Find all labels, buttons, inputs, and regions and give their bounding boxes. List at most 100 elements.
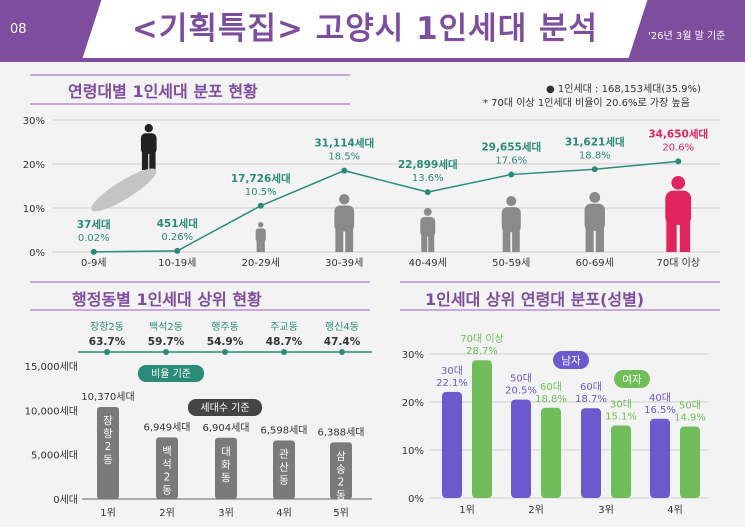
female-legend-label: 여자 [622, 374, 642, 386]
gender-section-line-top [400, 281, 720, 283]
age-section-line-bottom [30, 103, 350, 105]
age-category-label: 20-29세 [242, 257, 280, 269]
dong-ratio-label: 47.4% [324, 336, 361, 348]
dong-name-label: 장항2동 [90, 321, 124, 333]
bar-dong-label: 산 [279, 461, 289, 473]
ratio-data-point [163, 349, 169, 355]
age-data-point [424, 189, 431, 196]
person-icon [140, 124, 157, 170]
person-icon [420, 208, 436, 252]
male-age-label: 40대 [649, 392, 671, 404]
age-value-label: 0.26% [161, 232, 193, 243]
bar-dong-label: 삼 [336, 450, 346, 462]
bar-dong-label: 2 [338, 476, 345, 488]
y-tick-label: 10,000세대 [25, 405, 78, 417]
female-bar [541, 407, 561, 498]
male-bar [511, 399, 531, 498]
age-count-label: 37세대 [77, 218, 111, 231]
bar-dong-label: 장 [103, 415, 113, 427]
person-icon [584, 192, 605, 252]
gender-section-line-bottom [400, 309, 720, 311]
age-category-label: 30-39세 [325, 257, 363, 269]
male-value-label: 18.7% [575, 394, 607, 405]
rank-label: 3위 [218, 506, 234, 519]
dong-section-title: 행정동별 1인세대 상위 현황 [72, 290, 262, 309]
age-value-label: 18.8% [579, 150, 611, 161]
y-tick-label: 20% [23, 160, 45, 171]
rank-label: 3위 [598, 503, 614, 516]
male-bar [581, 408, 601, 498]
age-data-point [90, 248, 97, 255]
gender-section-title: 1인세대 상위 연령대 분포(성별) [425, 290, 645, 309]
count-badge [188, 399, 262, 416]
male-bar [650, 418, 670, 498]
y-tick-label: 30% [402, 350, 424, 361]
dong-ratio-label: 63.7% [89, 336, 126, 348]
age-category-label: 0-9세 [81, 257, 107, 269]
rank-label: 1위 [459, 503, 475, 516]
bar-dong-label: 동 [162, 484, 172, 496]
age-count-label: 31,114세대 [314, 137, 374, 150]
page-title: <기획특집> 고양시 1인세대 분석 [131, 11, 599, 47]
age-data-point [675, 158, 682, 165]
ratio-badge [138, 365, 204, 382]
dong-section-line-bottom [30, 309, 370, 311]
bar-dong-label: 동 [221, 472, 231, 484]
age-data-point [341, 167, 348, 174]
person-icon [501, 196, 521, 252]
y-tick-label: 15,000세대 [25, 361, 78, 373]
age-category-label: 50-59세 [492, 257, 530, 269]
female-age-label: 30대 [610, 399, 632, 411]
rank-label: 5위 [333, 506, 349, 519]
age-category-label: 60-69세 [576, 257, 614, 269]
female-value-label: 18.8% [535, 394, 567, 405]
female-value-label: 14.9% [674, 412, 706, 423]
shadow-shape [91, 168, 157, 212]
rank-label: 2위 [159, 506, 175, 519]
age-data-point [508, 171, 515, 178]
count-bar [97, 407, 119, 499]
age-count-label: 17,726세대 [231, 172, 291, 185]
count-bar [156, 437, 178, 499]
page-number: 08 [10, 22, 27, 37]
person-icon [334, 194, 355, 252]
female-age-label: 60대 [540, 381, 562, 393]
bar-dong-label: 2 [105, 441, 112, 453]
count-value-label: 6,904세대 [202, 422, 249, 434]
ratio-badge-label: 비율 기준 [151, 368, 191, 380]
age-value-label: 18.5% [328, 152, 360, 163]
ratio-data-point [339, 349, 345, 355]
age-series-line [93, 160, 679, 253]
count-bar [330, 442, 352, 499]
person-icon [665, 176, 692, 252]
base-date: '26년 3월 말 기준 [648, 31, 726, 42]
dong-name-label: 행신4동 [325, 321, 359, 333]
y-tick-label: 0% [408, 494, 424, 505]
rank-label: 2위 [528, 503, 544, 516]
age-category-label: 40-49세 [409, 257, 447, 269]
age-category-label: 70대 이상 [656, 257, 700, 269]
female-value-label: 15.1% [605, 412, 637, 423]
bar-dong-label: 화 [221, 459, 231, 471]
bar-dong-label: 동 [279, 474, 289, 486]
age-data-point [591, 166, 598, 173]
male-age-label: 60대 [580, 381, 602, 393]
count-value-label: 10,370세대 [81, 391, 134, 403]
age-value-label: 17.6% [495, 156, 527, 167]
male-age-label: 50대 [510, 373, 532, 385]
age-value-label: 20.6% [662, 142, 694, 153]
count-value-label: 6,949세대 [143, 421, 190, 433]
female-bar [472, 360, 492, 498]
age-value-label: 13.6% [412, 173, 444, 184]
bar-dong-label: 항 [103, 428, 113, 440]
bar-dong-label: 동 [103, 454, 113, 466]
bar-dong-label: 2 [164, 471, 171, 483]
male-value-label: 22.1% [436, 378, 468, 389]
age-value-label: 10.5% [245, 187, 277, 198]
count-badge-label: 세대수 기준 [200, 402, 249, 414]
rank-label: 1위 [100, 506, 116, 519]
count-value-label: 6,598세대 [260, 424, 307, 436]
male-bar [442, 391, 462, 498]
y-tick-label: 10% [23, 204, 45, 215]
